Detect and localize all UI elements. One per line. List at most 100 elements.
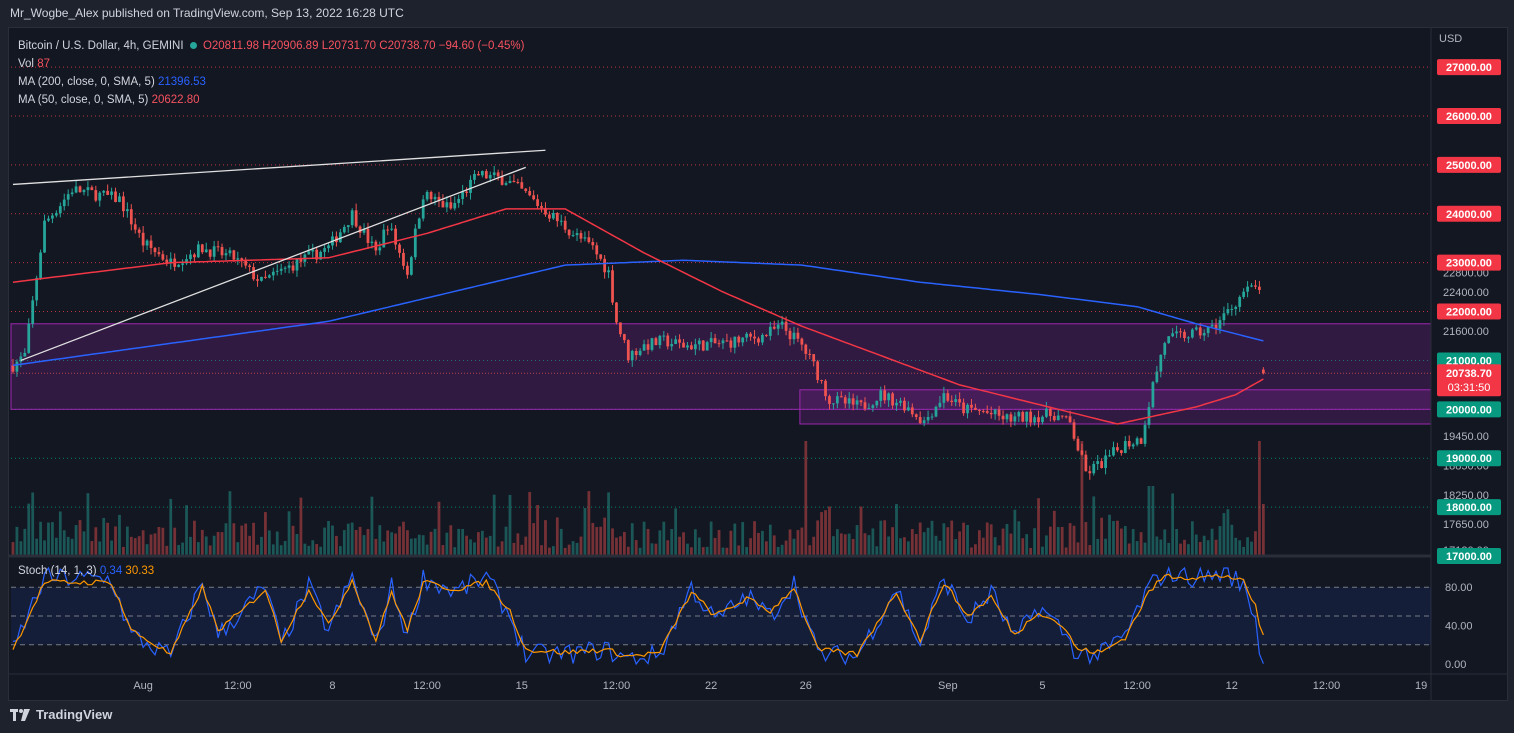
candle-body	[903, 400, 906, 411]
volume-bar	[520, 544, 524, 556]
candle-body	[1183, 331, 1186, 338]
candle-body	[1100, 461, 1104, 468]
candle-body	[784, 321, 788, 331]
candle-body	[1179, 331, 1182, 333]
volume-bar	[425, 544, 429, 556]
volume-bar	[445, 532, 449, 556]
volume-bar	[1096, 538, 1100, 556]
candle-body	[54, 213, 58, 216]
candle-body	[595, 245, 599, 255]
volume-bar	[350, 522, 354, 556]
candle-body	[895, 402, 898, 406]
volume-bar	[382, 541, 386, 556]
price-level-badge	[1437, 205, 1501, 222]
volume-bar	[1139, 532, 1143, 556]
volume-bar	[1013, 509, 1017, 556]
support-zone	[10, 323, 1432, 410]
candle-body	[749, 333, 752, 337]
candle-body	[106, 190, 110, 195]
candle-body	[804, 344, 808, 354]
price-level-badge	[1437, 254, 1501, 271]
ohlc-change: −94.60 (−0.45%)	[438, 40, 525, 52]
candle-body	[283, 267, 287, 269]
volume-bar	[110, 540, 113, 556]
price-level-badge	[1437, 499, 1501, 516]
candle-body	[469, 179, 472, 193]
volume-bar	[1088, 545, 1092, 556]
price-axis	[1431, 28, 1507, 674]
candle-body	[240, 258, 244, 261]
candle-body	[1175, 331, 1178, 334]
price-chart[interactable]: USD22800.0022400.0021600.0019450.0018850…	[9, 28, 1507, 700]
candle-body	[764, 334, 768, 336]
brand-name: TradingView	[36, 707, 113, 722]
volume-bar	[816, 520, 820, 556]
candle-body	[599, 254, 603, 259]
volume-bar	[1163, 529, 1167, 556]
candle-body	[66, 194, 70, 200]
volume-bar	[1202, 535, 1206, 556]
candle-body	[500, 176, 504, 185]
candle-body	[1123, 441, 1127, 453]
candle-body	[47, 218, 50, 221]
volume-bar	[149, 534, 153, 556]
candle-body	[98, 192, 102, 201]
stoch-label: Stoch (14, 1, 3)	[18, 565, 97, 577]
volume-bar	[626, 546, 630, 556]
volume-bar	[1210, 528, 1214, 556]
volume-bar	[66, 536, 70, 556]
candle-body	[370, 241, 374, 243]
candle-body	[528, 191, 532, 196]
candle-body	[149, 240, 153, 248]
volume-bar	[733, 523, 737, 556]
volume-bar	[1100, 517, 1104, 556]
candle-body	[1088, 471, 1092, 474]
candle-body	[1222, 313, 1226, 321]
footer-brand[interactable]: TradingView	[10, 707, 112, 722]
candle-body	[15, 361, 19, 372]
candle-body	[1131, 444, 1135, 447]
volume-bar	[504, 526, 508, 556]
volume-bar	[1056, 527, 1060, 556]
candle-body	[780, 321, 784, 325]
candle-body	[51, 215, 54, 219]
volume-bar	[122, 546, 125, 556]
candle-body	[674, 339, 678, 345]
candle-body	[86, 187, 90, 191]
candle-body	[1116, 447, 1119, 451]
candle-body	[58, 206, 62, 214]
candle-body	[200, 244, 204, 253]
candle-body	[626, 340, 630, 361]
candle-body	[382, 229, 386, 248]
volume-bar	[465, 535, 468, 556]
volume-bar	[94, 527, 98, 556]
candle-body	[441, 201, 445, 208]
stoch-d-value: 30.33	[125, 565, 155, 577]
stoch-tick-label: 40.00	[1445, 621, 1473, 633]
candle-body	[402, 252, 405, 266]
volume-bar	[19, 541, 23, 556]
ohlc-high: H20906.89	[262, 40, 319, 52]
price-level-label: 24000.00	[1446, 209, 1492, 221]
volume-bar	[930, 520, 934, 556]
volume-bar	[764, 541, 768, 556]
volume-bar	[646, 528, 650, 556]
candle-body	[1155, 371, 1159, 383]
volume-bar	[942, 523, 946, 556]
candle-body	[323, 248, 326, 252]
candle-body	[129, 209, 133, 225]
candle-body	[662, 335, 666, 337]
candle-body	[82, 190, 86, 193]
candle-body	[619, 322, 622, 335]
candle-body	[788, 330, 792, 340]
candle-body	[832, 403, 835, 405]
candle-body	[977, 410, 981, 412]
price-tick-label: 22400.00	[1443, 287, 1489, 299]
candle-body	[516, 182, 520, 184]
volume-bar	[70, 538, 74, 556]
chart-frame[interactable]: USD 22800.00 22400.00 21600.00 19450.00 18850…	[8, 27, 1508, 701]
volume-bar	[697, 537, 701, 556]
candle-body	[1246, 286, 1249, 292]
candle-body	[761, 334, 764, 343]
candle-body	[236, 258, 240, 260]
